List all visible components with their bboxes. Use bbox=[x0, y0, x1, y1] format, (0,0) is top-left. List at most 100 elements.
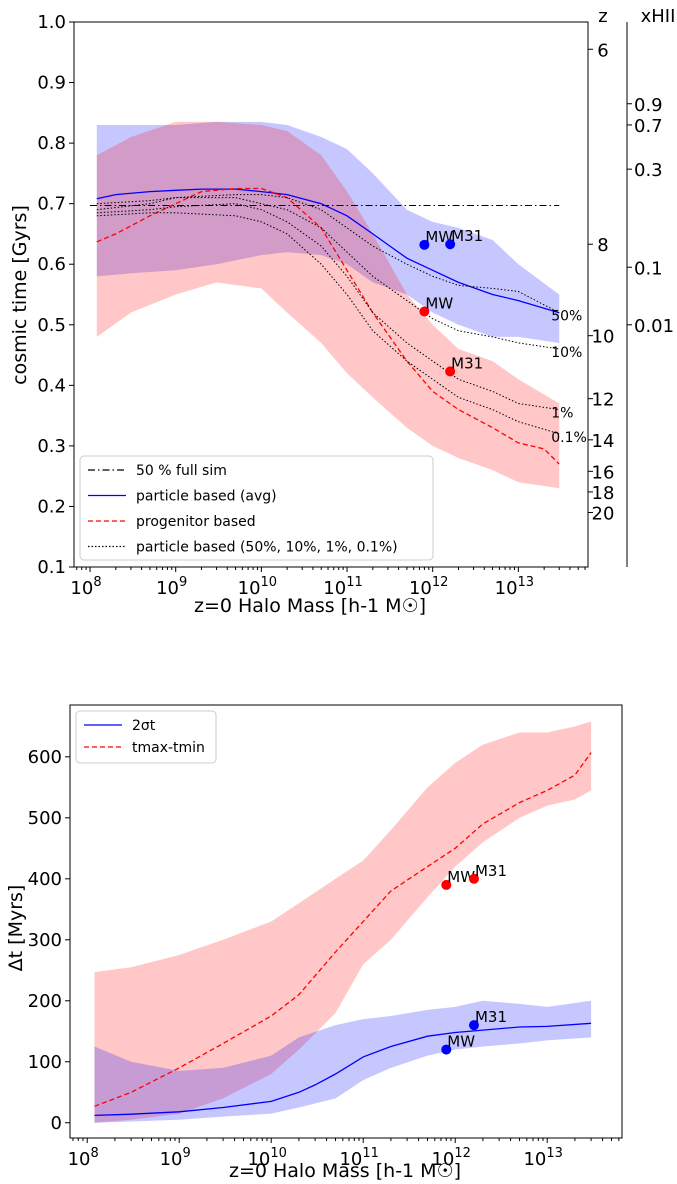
point-label: MW bbox=[425, 294, 453, 312]
top-x-ticks: 108 109 1010 1011 1012 1013 bbox=[70, 567, 586, 599]
y-tick-label: 0.2 bbox=[37, 496, 66, 517]
legend-box bbox=[79, 455, 434, 561]
x-tick-exponent: 8 bbox=[91, 1146, 99, 1161]
y-tick-label: 100 bbox=[28, 1052, 62, 1073]
top-y-axis-label: cosmic time [Gyrs] bbox=[9, 205, 31, 385]
x-tick-exponent: 8 bbox=[93, 575, 101, 590]
point-label: M31 bbox=[475, 1008, 507, 1026]
x-tick-label: 1012 bbox=[409, 575, 448, 599]
z-tick-label: 18 bbox=[592, 483, 615, 504]
series-line-0-2 bbox=[96, 194, 560, 314]
x-tick-base: 10 bbox=[70, 578, 93, 599]
x-tick-exponent: 11 bbox=[362, 1146, 379, 1161]
x-tick-label: 1011 bbox=[339, 1146, 378, 1170]
point-label: MW bbox=[447, 868, 475, 886]
top-series: 50% 10% 1% 0.1% bbox=[90, 187, 587, 465]
x-tick-base: 10 bbox=[160, 1149, 183, 1170]
bottom-x-ticks: 108 109 1010 1011 1012 1013 bbox=[68, 1138, 620, 1170]
series-end-label: 1% bbox=[551, 406, 573, 422]
y-tick-label: 300 bbox=[28, 930, 62, 951]
point-label: M31 bbox=[451, 227, 483, 245]
x-tick-exponent: 9 bbox=[183, 1146, 191, 1161]
band-0-0 bbox=[96, 121, 560, 343]
x-tick-exponent: 10 bbox=[270, 1146, 287, 1161]
point-marker-m31 bbox=[468, 873, 479, 884]
y-tick-label: 0.5 bbox=[37, 315, 66, 336]
z-tick-label: 12 bbox=[592, 390, 615, 411]
legend-label: tmax-tmin bbox=[132, 740, 205, 756]
x-tick-base: 10 bbox=[431, 1149, 454, 1170]
x-tick-base: 10 bbox=[247, 1149, 270, 1170]
x-tick-label: 1013 bbox=[495, 575, 534, 599]
top-plot-frame bbox=[73, 21, 589, 568]
point-marker-m31 bbox=[468, 1020, 479, 1031]
legend-label: progenitor based bbox=[136, 514, 256, 530]
ionized-fraction-axis: 0.90.7 0.3 0.1 0.01 xHII bbox=[626, 6, 676, 567]
y-tick-label: 400 bbox=[28, 869, 62, 890]
series-line-0-4 bbox=[96, 203, 560, 411]
x-tick-label: 1010 bbox=[238, 575, 277, 599]
x-tick-base: 10 bbox=[339, 1149, 362, 1170]
z-tick-label: 16 bbox=[592, 462, 615, 483]
x-tick-base: 10 bbox=[495, 578, 518, 599]
x-tick-exponent: 12 bbox=[432, 575, 449, 590]
y-tick-label: 0.4 bbox=[37, 375, 66, 396]
x-tick-label: 1013 bbox=[523, 1146, 562, 1170]
x-tick-exponent: 13 bbox=[518, 575, 535, 590]
xhii-axis-label: xHII bbox=[641, 6, 676, 27]
z-tick-label: 14 bbox=[592, 431, 615, 452]
y-tick-label: 200 bbox=[28, 991, 62, 1012]
x-tick-exponent: 9 bbox=[179, 575, 187, 590]
bottom-legend: 2σt tmax-tmin bbox=[75, 710, 217, 764]
legend-box bbox=[75, 710, 217, 764]
x-tick-label: 109 bbox=[160, 1146, 191, 1170]
xhii-tick-label: 0.9 bbox=[634, 95, 663, 116]
bottom-series bbox=[94, 752, 592, 1117]
x-tick-base: 10 bbox=[156, 578, 179, 599]
x-tick-base: 10 bbox=[323, 578, 346, 599]
top-x-axis-label: z=0 Halo Mass [h-1 M☉] bbox=[194, 595, 426, 617]
y-tick-label: 600 bbox=[28, 747, 62, 768]
legend-label: 2σt bbox=[132, 718, 156, 734]
bottom-y-ticks: 0 100 200 300 400 500 600 bbox=[28, 747, 70, 1134]
x-tick-exponent: 12 bbox=[454, 1146, 471, 1161]
point-label: M31 bbox=[475, 862, 507, 880]
y-tick-label: 0.6 bbox=[37, 254, 66, 275]
z-tick-label: 20 bbox=[592, 504, 615, 525]
top-legend: 50 % full sim particle based (avg) progeni… bbox=[79, 455, 434, 561]
bottom-plot-frame bbox=[69, 704, 623, 1139]
series-line-1-0 bbox=[94, 1022, 592, 1117]
x-tick-exponent: 10 bbox=[261, 575, 278, 590]
x-tick-base: 10 bbox=[238, 578, 261, 599]
y-tick-label: 0 bbox=[51, 1113, 62, 1134]
point-marker-mw bbox=[441, 879, 452, 890]
x-tick-exponent: 11 bbox=[346, 575, 363, 590]
x-tick-base: 10 bbox=[523, 1149, 546, 1170]
point-label: MW bbox=[447, 1033, 475, 1051]
z-axis-label: z bbox=[598, 6, 607, 27]
y-tick-label: 0.1 bbox=[37, 557, 66, 578]
x-tick-exponent: 13 bbox=[546, 1146, 563, 1161]
x-tick-base: 10 bbox=[409, 578, 432, 599]
bottom-x-axis-label: z=0 Halo Mass [h-1 M☉] bbox=[229, 1160, 461, 1182]
series-line-0-3 bbox=[96, 197, 560, 350]
y-tick-label: 0.8 bbox=[37, 133, 66, 154]
series-end-label: 0.1% bbox=[551, 430, 587, 446]
y-tick-label: 0.7 bbox=[37, 194, 66, 215]
xhii-tick-label: 0.7 bbox=[634, 116, 663, 137]
xhii-tick-label: 0.3 bbox=[634, 160, 663, 181]
y-tick-label: 1.0 bbox=[37, 12, 66, 33]
band-1-0 bbox=[94, 721, 592, 1123]
point-marker-mw bbox=[419, 239, 430, 250]
bottom-bands bbox=[94, 721, 592, 1123]
legend-label: 50 % full sim bbox=[136, 463, 227, 479]
z-tick-label: 6 bbox=[597, 40, 608, 61]
x-tick-base: 10 bbox=[68, 1149, 91, 1170]
point-marker-mw bbox=[441, 1044, 452, 1055]
legend-label: particle based (avg) bbox=[136, 489, 277, 505]
